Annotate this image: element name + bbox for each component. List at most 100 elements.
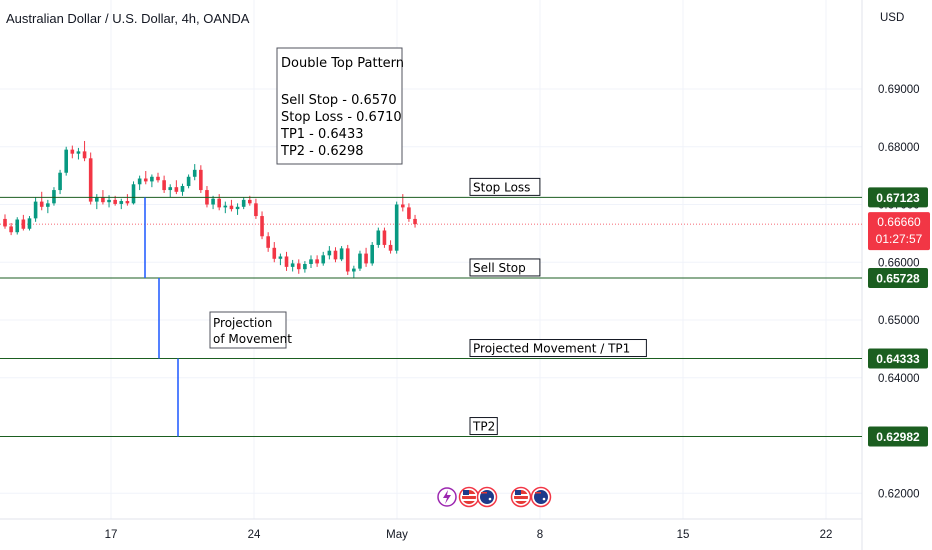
current-price-value: 0.66660 — [877, 215, 921, 229]
candles — [3, 140, 417, 279]
candle — [58, 169, 62, 195]
projection-label-box[interactable]: Projection of Movement — [209, 311, 292, 349]
price-axis-ticks: 0.690000.680000.670000.660000.650000.640… — [878, 84, 920, 500]
level-name: Stop Loss — [473, 180, 530, 194]
candle — [192, 164, 197, 181]
candle — [339, 246, 344, 262]
current-price-label: 0.66660 01:27:57 — [868, 212, 930, 251]
candle — [27, 216, 32, 231]
candle — [284, 251, 289, 271]
price-levels: Stop Loss 0.67123 Sell Stop 0.65728 Projecte… — [0, 177, 928, 447]
candle — [95, 194, 99, 210]
price-level[interactable]: Stop Loss 0.67123 — [0, 177, 928, 208]
price-tick-label: 0.65000 — [878, 315, 920, 327]
candle — [345, 244, 350, 275]
projection-lines — [144, 197, 179, 437]
candle — [272, 242, 277, 263]
candle — [303, 261, 307, 273]
time-axis-background — [0, 519, 932, 550]
time-tick-label: 8 — [537, 529, 543, 541]
candle — [296, 259, 301, 274]
candle — [358, 250, 362, 271]
au-flag-event-icon[interactable] — [530, 486, 552, 508]
chart-title: Australian Dollar / U.S. Dollar, 4h, OAN… — [6, 11, 250, 26]
level-price-badge — [868, 348, 928, 369]
candle — [211, 195, 215, 210]
candle — [376, 227, 381, 248]
level-price-label: 0.64333 — [876, 352, 920, 366]
price-level[interactable]: Sell Stop 0.65728 — [0, 258, 928, 288]
candle — [382, 227, 387, 248]
candle — [64, 146, 68, 176]
candle — [9, 222, 13, 236]
lightning-event-icon[interactable] — [437, 487, 457, 507]
candle — [82, 140, 87, 162]
price-tick-label: 0.66000 — [878, 257, 920, 269]
event-icons[interactable] — [437, 486, 552, 508]
candle — [266, 232, 270, 252]
double-top-note[interactable]: Double Top Pattern Sell Stop - 0.6570 St… — [276, 47, 404, 165]
note-line-tp1: TP1 - 0.6433 — [280, 127, 364, 142]
candle — [241, 197, 246, 210]
currency-label: USD — [880, 12, 904, 24]
price-level[interactable]: Projected Movement / TP1 0.64333 — [0, 339, 928, 369]
time-tick-label: 17 — [105, 529, 118, 541]
level-name: Projected Movement / TP1 — [473, 342, 630, 356]
candle — [223, 201, 228, 214]
candle — [125, 194, 130, 206]
level-price-label: 0.67123 — [876, 191, 920, 205]
candle — [321, 251, 326, 266]
candle — [327, 246, 332, 260]
candle — [15, 217, 20, 235]
note-line-title: Double Top Pattern — [281, 56, 404, 71]
note-line-tp2: TP2 - 0.6298 — [280, 144, 364, 159]
note-line-sell-stop: Sell Stop - 0.6570 — [281, 93, 397, 108]
candle — [137, 175, 142, 191]
candle — [46, 199, 50, 214]
us-flag-event-icon[interactable] — [510, 486, 532, 508]
candle — [217, 194, 221, 211]
candle — [70, 145, 75, 159]
us-flag-event-icon[interactable] — [458, 486, 480, 508]
candle — [290, 259, 295, 272]
candle — [186, 174, 191, 189]
price-tick-label: 0.69000 — [878, 84, 920, 96]
price-tick-label: 0.68000 — [878, 142, 920, 154]
candle — [394, 201, 399, 254]
candle — [205, 186, 209, 208]
candle — [401, 194, 405, 212]
candle — [131, 181, 136, 205]
price-level[interactable]: TP2 0.62982 — [0, 417, 928, 447]
candle — [235, 203, 240, 215]
time-tick-label: 24 — [248, 529, 261, 541]
level-price-label: 0.62982 — [876, 430, 920, 444]
candle — [180, 183, 185, 196]
candle — [370, 242, 374, 266]
au-flag-event-icon[interactable] — [476, 486, 498, 508]
price-tick-label: 0.64000 — [878, 373, 920, 385]
candle — [52, 187, 56, 206]
level-price-badge — [868, 426, 928, 447]
candle — [76, 147, 81, 160]
candle — [260, 211, 264, 240]
candle — [254, 198, 258, 219]
level-price-badge — [868, 187, 928, 208]
projection-label-line2: of Movement — [213, 332, 292, 346]
candle — [407, 203, 411, 222]
candle — [388, 240, 393, 254]
candle — [309, 255, 313, 269]
candle — [229, 199, 234, 212]
candle — [413, 214, 417, 228]
time-tick-label: May — [386, 529, 408, 541]
candle — [364, 247, 368, 267]
candle — [315, 255, 319, 267]
time-tick-label: 22 — [820, 529, 833, 541]
candle — [278, 253, 283, 266]
grid — [0, 0, 862, 519]
level-name: TP2 — [472, 420, 495, 434]
candle — [333, 247, 338, 263]
time-axis-ticks: 17 24 May 8 15 22 — [105, 529, 833, 541]
bar-countdown: 01:27:57 — [876, 232, 923, 246]
